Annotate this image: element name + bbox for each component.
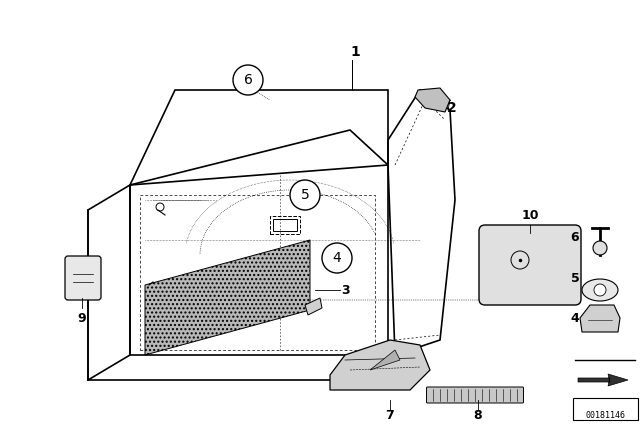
- Polygon shape: [370, 350, 400, 370]
- FancyBboxPatch shape: [426, 387, 524, 403]
- Text: 4: 4: [333, 251, 341, 265]
- Ellipse shape: [582, 279, 618, 301]
- Text: 8: 8: [474, 409, 483, 422]
- Bar: [270, 216, 300, 234]
- Circle shape: [322, 243, 352, 273]
- Circle shape: [593, 241, 607, 255]
- Polygon shape: [330, 340, 430, 390]
- Polygon shape: [578, 374, 628, 386]
- Text: 3: 3: [340, 284, 349, 297]
- Circle shape: [233, 65, 263, 95]
- Polygon shape: [580, 305, 620, 332]
- Bar: [573, 398, 638, 420]
- Polygon shape: [145, 240, 310, 355]
- Polygon shape: [305, 298, 322, 315]
- Text: 10: 10: [521, 208, 539, 221]
- FancyBboxPatch shape: [479, 225, 581, 305]
- Text: 6: 6: [571, 231, 579, 244]
- Polygon shape: [415, 88, 450, 112]
- Circle shape: [290, 180, 320, 210]
- Text: 4: 4: [571, 311, 579, 324]
- Circle shape: [594, 284, 606, 296]
- Text: 9: 9: [77, 311, 86, 324]
- Bar: [273, 219, 297, 231]
- FancyBboxPatch shape: [65, 256, 101, 300]
- Text: 1: 1: [350, 45, 360, 59]
- Text: 5: 5: [571, 271, 579, 284]
- Text: 5: 5: [301, 188, 309, 202]
- Text: 7: 7: [386, 409, 394, 422]
- Text: 2: 2: [447, 101, 457, 115]
- Text: 00181146: 00181146: [585, 410, 625, 419]
- Text: 6: 6: [244, 73, 252, 87]
